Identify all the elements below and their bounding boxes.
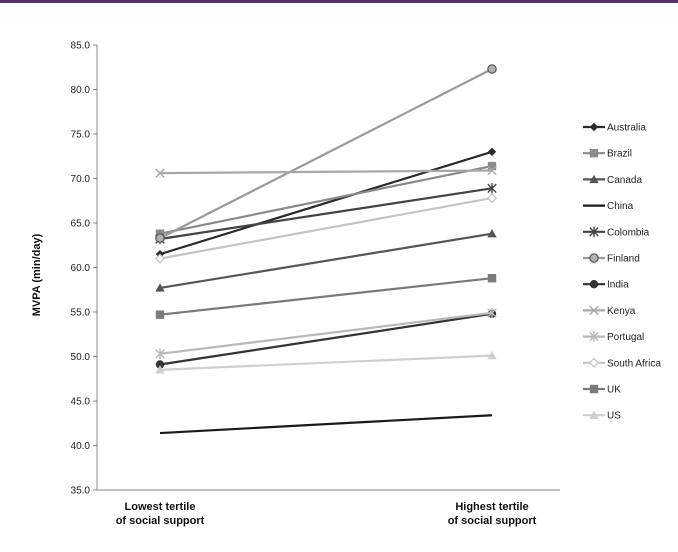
legend-label: Colombia: [607, 227, 650, 238]
legend-label: Portugal: [607, 332, 644, 343]
legend-marker: [589, 305, 599, 316]
x-axis-categories: Lowest tertile of social support Highest t…: [116, 501, 537, 527]
series-line-portugal: [159, 311, 493, 355]
series-us: [155, 350, 497, 374]
series-china: [159, 414, 493, 435]
series-kenya: [155, 165, 497, 178]
series-line-colombia: [159, 187, 493, 241]
series-uk: [155, 273, 497, 319]
data-point-brazil: [487, 161, 497, 171]
series-line-uk: [159, 277, 493, 316]
top-accent-bar: [0, 0, 678, 3]
series-line-canada: [159, 232, 493, 290]
series-lines: [154, 64, 498, 435]
legend-item-kenya: Kenya: [583, 305, 636, 317]
y-tick-label: 85.0: [71, 41, 91, 52]
series-line-brazil: [159, 164, 493, 235]
y-tick-label: 50.0: [71, 352, 91, 363]
legend-marker: [589, 280, 599, 289]
legend-item-finland: Finland: [583, 253, 640, 265]
series-canada: [155, 228, 497, 292]
data-point-us: [487, 350, 497, 360]
data-point-uk: [487, 273, 497, 283]
legend-item-portugal: Portugal: [583, 331, 644, 343]
series-line-australia: [159, 150, 493, 256]
y-tick-label: 40.0: [71, 441, 91, 452]
data-point-portugal: [487, 307, 497, 319]
data-point-australia: [487, 147, 497, 156]
data-point-uk: [155, 310, 165, 319]
y-tick-label: 45.0: [71, 397, 91, 408]
legend-item-us: US: [583, 410, 621, 422]
y-tick-label: 80.0: [71, 85, 91, 96]
legend-marker: [589, 122, 599, 132]
legend-label: China: [607, 201, 634, 212]
legend-marker: [589, 331, 599, 342]
data-point-finland: [155, 233, 165, 243]
data-point-kenya: [155, 168, 165, 178]
legend-marker: [589, 174, 599, 184]
x-category-label: Lowest tertile: [125, 501, 196, 513]
legend-item-australia: Australia: [583, 123, 646, 134]
y-axis-ticks: 35.0 40.0 45.0 50.0 55.0 60.0 65.0 70.0 75.0 80.0…: [71, 41, 97, 497]
series-south-africa: [154, 192, 498, 264]
series-finland: [155, 64, 497, 243]
legend-label: Kenya: [607, 306, 636, 317]
y-tick-label: 60.0: [71, 263, 91, 274]
series-line-finland: [159, 68, 493, 240]
legend-marker: [589, 410, 599, 419]
legend-marker: [589, 384, 599, 394]
data-point-portugal: [155, 348, 165, 360]
legend-label: US: [607, 411, 621, 422]
series-portugal: [155, 307, 497, 360]
legend-marker: [589, 253, 599, 263]
data-point-us: [155, 365, 165, 374]
legend-label: Canada: [607, 175, 642, 186]
y-tick-label: 55.0: [71, 308, 91, 319]
data-point-india: [155, 360, 165, 369]
legend-label: South Africa: [607, 358, 661, 369]
legend-item-india: India: [583, 280, 629, 291]
legend-item-brazil: Brazil: [583, 149, 632, 160]
data-point-canada: [155, 283, 165, 292]
legend-marker: [588, 357, 600, 368]
y-tick-label: 35.0: [71, 486, 91, 497]
legend-item-uk: UK: [583, 385, 621, 396]
series-line-kenya: [159, 169, 493, 175]
series-line-south-africa: [159, 196, 493, 260]
y-tick-label: 70.0: [71, 174, 91, 185]
data-point-canada: [487, 228, 497, 238]
x-category-label: of social support: [116, 515, 205, 527]
y-tick-label: 65.0: [71, 219, 91, 230]
y-tick-label: 75.0: [71, 130, 91, 141]
legend: Australia Brazil Canada China Colombia Finlan…: [583, 123, 661, 422]
legend-label: India: [607, 280, 629, 291]
series-line-india: [159, 312, 493, 366]
legend-marker: [589, 226, 599, 237]
legend-item-colombia: Colombia: [583, 226, 650, 238]
series-line-us: [159, 354, 493, 371]
legend-item-canada: Canada: [583, 174, 642, 186]
data-point-finland: [487, 64, 497, 74]
legend-item-south-africa: South Africa: [583, 357, 661, 369]
legend-label: UK: [607, 385, 621, 396]
legend-marker: [589, 149, 599, 158]
x-category-label: Highest tertile: [455, 501, 528, 513]
legend-label: Finland: [607, 254, 640, 265]
legend-item-china: China: [583, 201, 634, 212]
data-point-south-africa: [154, 253, 166, 264]
legend-label: Brazil: [607, 149, 632, 160]
data-point-kenya: [487, 165, 497, 176]
legend-label: Australia: [607, 123, 646, 134]
data-point-south-africa: [486, 192, 498, 204]
y-axis-title: MVPA (min/day): [31, 233, 43, 316]
data-point-colombia: [487, 183, 497, 194]
x-category-label: of social support: [448, 515, 537, 527]
series-line-china: [159, 414, 493, 435]
